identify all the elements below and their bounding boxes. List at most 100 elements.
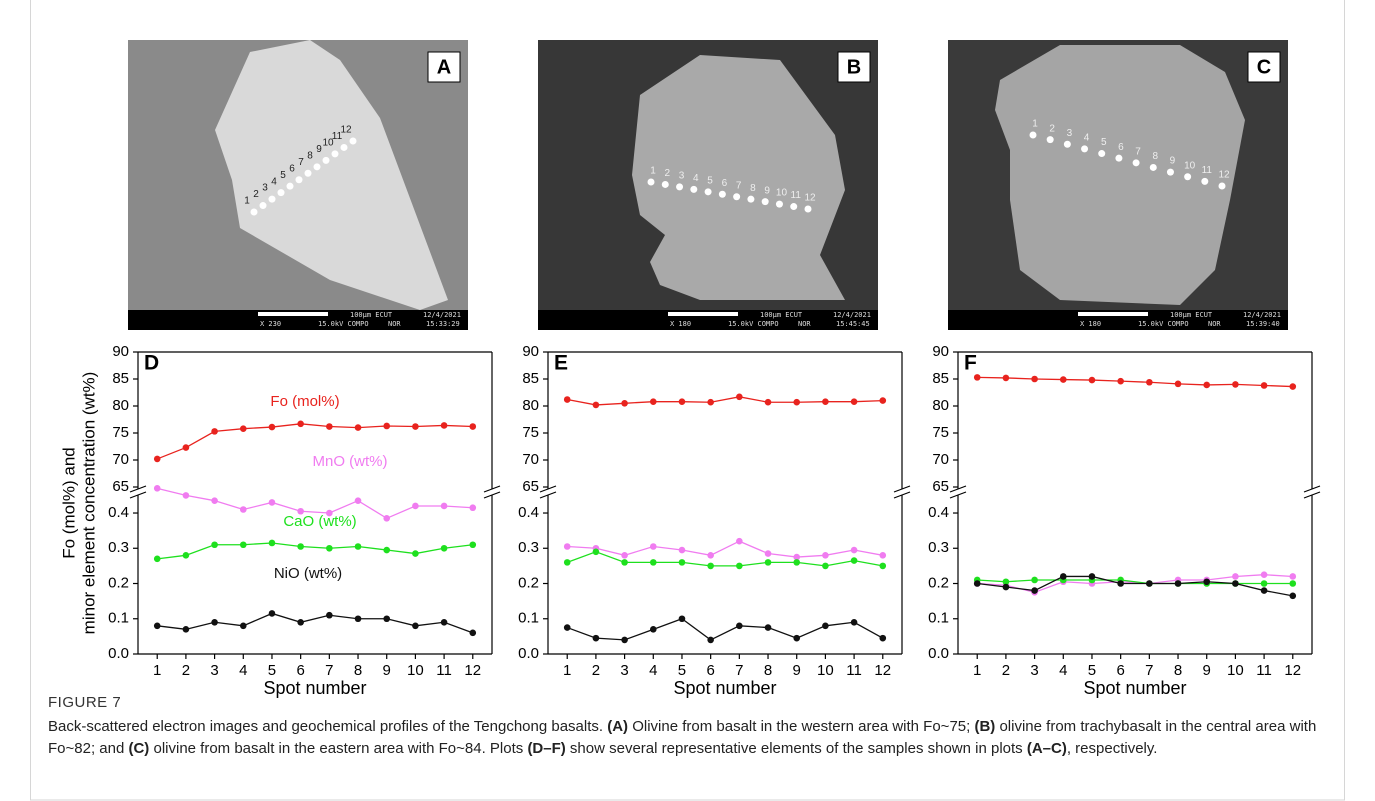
data-point <box>440 618 448 626</box>
series-line <box>157 487 473 520</box>
y-tick-label: 0.1 <box>928 610 949 627</box>
mode-text: NOR <box>388 320 401 328</box>
series-line <box>156 423 473 460</box>
grain <box>632 55 845 300</box>
settings-text: 15.0kV COMPO <box>318 320 369 328</box>
data-point <box>879 397 887 404</box>
y-tick-label: 80 <box>522 397 539 414</box>
spot-label: 7 <box>736 180 742 191</box>
spot-label: 6 <box>722 178 728 189</box>
data-point <box>412 622 419 630</box>
data-point <box>764 550 772 557</box>
data-point <box>563 559 571 566</box>
data-point <box>211 497 218 504</box>
series-line <box>157 542 473 560</box>
spot-label: 11 <box>332 131 343 142</box>
y-tick-label: 0.0 <box>928 645 949 662</box>
caption-text: , respectively. <box>1066 740 1158 757</box>
spot-label: 4 <box>271 176 277 187</box>
data-point <box>1031 587 1038 594</box>
data-point <box>736 393 743 401</box>
scale-text: 100μm ECUT <box>1170 311 1213 319</box>
x-tick-label: 3 <box>210 662 218 679</box>
data-point <box>239 622 247 630</box>
spot <box>250 208 258 216</box>
spot-label: 3 <box>262 183 268 194</box>
spot <box>259 202 267 210</box>
spot-label: 11 <box>791 190 802 201</box>
data-point <box>1031 576 1038 584</box>
data-point <box>211 541 218 549</box>
data-point <box>793 398 801 406</box>
data-point <box>621 636 628 644</box>
x-axis-label: Spot number <box>263 678 366 698</box>
data-point <box>621 552 628 559</box>
spot <box>790 203 798 211</box>
spot <box>718 190 726 198</box>
data-point <box>383 422 391 430</box>
data-point <box>354 424 362 431</box>
data-point <box>850 618 858 626</box>
y-tick-label: 0.3 <box>518 539 539 556</box>
series-line <box>157 612 474 634</box>
data-point <box>649 543 657 550</box>
data-point <box>268 539 276 547</box>
y-tick-label: 0.0 <box>108 645 129 662</box>
caption-text: show several representative elements of … <box>565 740 1027 757</box>
data-point <box>649 559 657 566</box>
y-tick-label: 80 <box>932 397 949 414</box>
x-tick-label: 2 <box>182 662 190 679</box>
spot <box>1081 145 1089 153</box>
y-tick-label: 90 <box>112 343 129 360</box>
axis-break <box>539 485 557 493</box>
data-point <box>592 401 600 409</box>
info-strip <box>538 310 878 330</box>
y-tick-label: 85 <box>112 370 129 387</box>
data-point <box>412 423 419 430</box>
scale-bar <box>258 312 328 316</box>
y-tick-label: 0.0 <box>518 645 539 662</box>
x-tick-label: 12 <box>1284 662 1301 679</box>
data-point <box>973 580 981 587</box>
x-tick-label: 9 <box>383 662 391 679</box>
data-point <box>182 552 190 559</box>
data-point <box>649 398 657 405</box>
x-tick-label: 7 <box>1145 662 1153 679</box>
figure-label: FIGURE 7 <box>48 694 122 711</box>
spot <box>286 182 294 190</box>
data-point <box>268 499 276 506</box>
y-tick-label: 0.2 <box>928 574 949 591</box>
spot-label: 9 <box>1170 156 1176 167</box>
data-point <box>354 615 362 623</box>
axis-break <box>483 485 501 493</box>
x-tick-label: 5 <box>678 662 686 679</box>
series-line <box>977 574 1293 594</box>
data-point <box>563 624 571 631</box>
mode-text: NOR <box>798 320 811 328</box>
axis-break <box>949 485 967 493</box>
data-point <box>440 502 448 510</box>
x-tick-label: 8 <box>1174 662 1182 679</box>
data-point <box>412 550 419 557</box>
panel-label: F <box>964 352 977 375</box>
data-point <box>383 515 391 522</box>
data-point <box>678 559 686 566</box>
data-point <box>678 546 686 554</box>
x-tick-label: 8 <box>764 662 772 679</box>
data-point <box>592 634 600 642</box>
x-tick-label: 7 <box>735 662 743 679</box>
spot <box>775 200 783 208</box>
y-tick-label: 70 <box>522 451 539 468</box>
y-tick-label: 75 <box>932 424 949 441</box>
spot <box>804 205 812 213</box>
data-point <box>440 544 448 552</box>
data-point <box>621 559 628 566</box>
spot-label: 12 <box>340 125 352 136</box>
magnification-text: X 180 <box>670 320 691 328</box>
spot-label: 1 <box>244 196 250 207</box>
spot <box>1218 182 1226 190</box>
spot <box>340 143 348 151</box>
x-tick-label: 6 <box>296 662 304 679</box>
data-point <box>326 544 333 552</box>
x-tick-label: 11 <box>1256 662 1272 679</box>
